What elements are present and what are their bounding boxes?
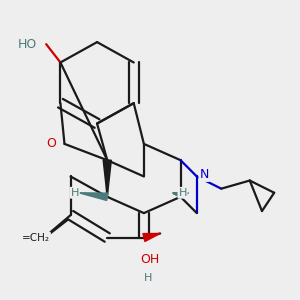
Text: H: H bbox=[178, 188, 187, 198]
Text: HO: HO bbox=[18, 38, 38, 51]
Text: =CH₂: =CH₂ bbox=[22, 232, 50, 242]
Polygon shape bbox=[103, 160, 111, 197]
Polygon shape bbox=[143, 233, 160, 242]
Text: H: H bbox=[144, 273, 152, 283]
Text: O: O bbox=[46, 137, 56, 150]
Polygon shape bbox=[79, 193, 108, 200]
Text: OH: OH bbox=[140, 254, 160, 266]
Text: H: H bbox=[70, 188, 79, 198]
Text: N: N bbox=[200, 168, 209, 181]
